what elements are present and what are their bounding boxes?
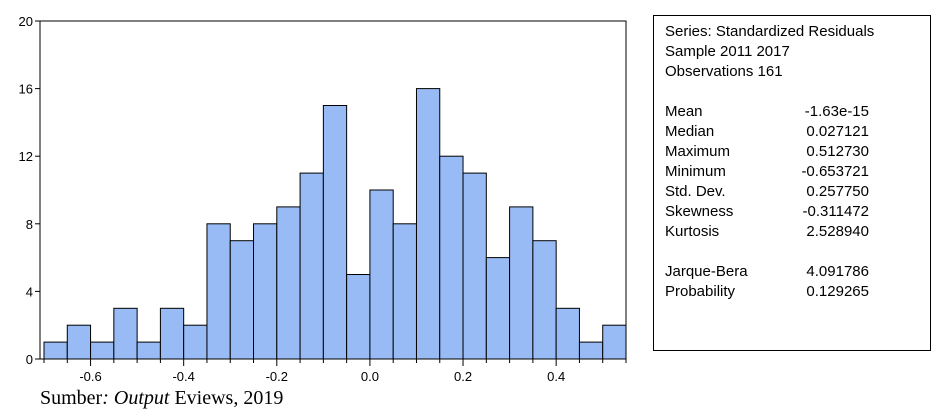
- histogram-bar: [322, 105, 348, 360]
- caption-italic: Output: [113, 387, 170, 409]
- caption-colon: :: [102, 387, 114, 409]
- test-stat-value: 4.091786: [806, 263, 869, 280]
- histogram-bar: [392, 223, 417, 360]
- y-tick-label: 16: [19, 82, 33, 97]
- normality-test-stats: Jarque-Bera 4.091786 Probability 0.129265: [665, 262, 930, 302]
- histogram-bar: [462, 172, 487, 360]
- histogram-bar: [90, 341, 115, 360]
- descriptive-stats: Mean -1.63e-15 Median 0.027121 Maximum 0.5127…: [665, 102, 930, 242]
- stat-value: -0.653721: [801, 163, 869, 180]
- stat-label: Minimum: [665, 163, 726, 180]
- histogram-bar: [206, 223, 231, 360]
- histogram-bar: [299, 172, 324, 360]
- histogram-bar: [602, 324, 627, 360]
- y-tick-label: 4: [26, 284, 33, 299]
- histogram-bar: [369, 189, 394, 360]
- caption-suffix: Eviews, 2019: [169, 387, 284, 409]
- stat-row: Skewness -0.311472: [665, 202, 930, 222]
- stat-row: Std. Dev. 0.257750: [665, 182, 930, 202]
- histogram-bar: [346, 274, 371, 360]
- histogram-chart: 0 4 8 12 16 20 -0.6 -0.4 -0.2 0.0 0.2 0.4: [19, 14, 627, 384]
- histogram-bar: [113, 307, 138, 360]
- stat-row: Mean -1.63e-15: [665, 102, 930, 122]
- test-stat-label: Probability: [665, 283, 736, 300]
- series-name: Series: Standardized Residuals: [665, 23, 875, 40]
- histogram-bar: [183, 324, 208, 360]
- x-tick-label: -0.6: [79, 369, 101, 384]
- chart-axes: [39, 20, 627, 360]
- stat-label: Mean: [665, 103, 703, 120]
- caption-prefix: Sumber: [40, 387, 103, 409]
- stat-label: Kurtosis: [665, 223, 720, 240]
- histogram-bar: [136, 341, 161, 360]
- histogram-bar: [578, 341, 604, 360]
- histogram-bar: [253, 223, 278, 360]
- histogram-bar: [485, 257, 511, 360]
- histogram-bar: [66, 324, 92, 360]
- histogram-bar: [555, 307, 580, 360]
- statistics-panel: Series: Standardized Residuals Sample 20…: [653, 15, 931, 351]
- histogram-bars: [43, 88, 627, 360]
- x-tick-label: -0.2: [266, 369, 288, 384]
- stat-label: Median: [665, 123, 715, 140]
- histogram-bar: [415, 88, 441, 360]
- x-tick-label: 0.0: [361, 369, 379, 384]
- stat-row: Maximum 0.512730: [665, 142, 930, 162]
- y-tick-label: 8: [26, 217, 33, 232]
- stat-value: 0.512730: [806, 143, 869, 160]
- stat-value: -1.63e-15: [804, 103, 869, 120]
- test-stat-row: Jarque-Bera 4.091786: [665, 262, 930, 282]
- plot-frame: [39, 20, 627, 360]
- histogram-bar: [159, 307, 185, 360]
- stat-value: -0.311472: [802, 203, 869, 220]
- histogram-bar: [439, 155, 464, 360]
- observations-count: Observations 161: [665, 63, 783, 80]
- test-stat-row: Probability 0.129265: [665, 282, 930, 302]
- histogram-bar: [509, 206, 534, 360]
- stat-row: Median 0.027121: [665, 122, 930, 142]
- stat-label: Std. Dev.: [665, 183, 726, 200]
- x-axis-ticks: -0.6 -0.4 -0.2 0.0 0.2 0.4: [43, 359, 627, 384]
- x-tick-label: 0.2: [454, 369, 472, 384]
- x-tick-label: 0.4: [547, 369, 565, 384]
- y-axis-ticks: 0 4 8 12 16 20: [19, 14, 40, 367]
- histogram-bar: [229, 240, 255, 360]
- test-stat-value: 0.129265: [806, 283, 869, 300]
- histogram-bar: [43, 341, 68, 360]
- stat-label: Skewness: [665, 203, 734, 220]
- stat-row: Kurtosis 2.528940: [665, 222, 930, 242]
- stat-value: 0.027121: [806, 123, 869, 140]
- x-tick-label: -0.4: [172, 369, 194, 384]
- sample-range: Sample 2011 2017: [665, 43, 790, 60]
- stat-value: 2.528940: [806, 223, 869, 240]
- test-stat-label: Jarque-Bera: [665, 263, 748, 280]
- stat-row: Minimum -0.653721: [665, 162, 930, 182]
- y-tick-label: 12: [19, 149, 33, 164]
- source-caption: Sumber: Output Eviews, 2019: [40, 387, 283, 410]
- histogram-bar: [532, 240, 557, 360]
- stat-label: Maximum: [665, 143, 731, 160]
- histogram-bar: [276, 206, 301, 360]
- y-tick-label: 20: [19, 14, 33, 29]
- stat-value: 0.257750: [806, 183, 869, 200]
- y-tick-label: 0: [26, 352, 33, 367]
